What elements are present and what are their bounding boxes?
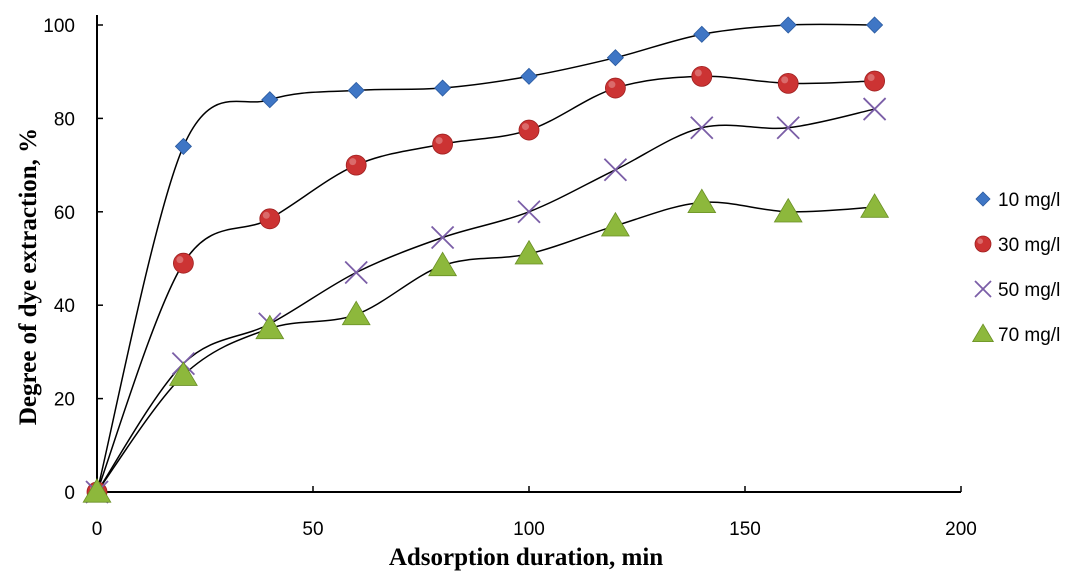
legend-label: 30 mg/l xyxy=(998,235,1060,256)
data-point-triangle xyxy=(600,211,630,237)
data-point-circle xyxy=(777,72,799,94)
legend-label: 70 mg/l xyxy=(998,325,1060,346)
legend-item: 10 mg/l xyxy=(975,190,1060,211)
x-tick-label: 0 xyxy=(92,519,103,540)
legend-label: 10 mg/l xyxy=(998,190,1060,211)
data-point-triangle xyxy=(687,188,717,214)
data-point-triangle xyxy=(168,361,198,386)
trendline-layer xyxy=(96,23,875,493)
data-point-triangle xyxy=(82,478,112,503)
data-point-x xyxy=(344,260,368,285)
data-point-x xyxy=(430,225,455,250)
axes: 0 50 100 150 200 0 20 40 60 80 100 xyxy=(43,15,977,540)
legend-marker-circle xyxy=(974,235,992,253)
data-point-diamond xyxy=(261,91,279,109)
legend-item: 30 mg/l xyxy=(974,235,1060,256)
data-point-diamond xyxy=(866,16,884,34)
legend-label: 50 mg/l xyxy=(998,280,1060,301)
data-point-x xyxy=(517,200,541,224)
x-tick-label: 100 xyxy=(513,519,545,540)
data-markers xyxy=(82,16,890,504)
trendline xyxy=(96,75,875,493)
data-point-x xyxy=(603,158,628,182)
y-axis-title: Degree of dye extraction, % xyxy=(15,128,42,425)
data-point-circle xyxy=(345,154,367,176)
legend: 10 mg/l 30 mg/l 50 mg/l 70 mg/l xyxy=(971,190,1060,346)
legend-marker-diamond xyxy=(975,191,991,207)
data-point-diamond xyxy=(779,16,797,34)
y-tick-label: 60 xyxy=(54,203,75,224)
y-tick-label: 100 xyxy=(43,16,75,37)
y-tick-label: 40 xyxy=(54,296,75,317)
data-point-x xyxy=(862,97,887,121)
data-point-triangle xyxy=(255,314,285,340)
data-point-x xyxy=(776,116,800,140)
data-point-diamond xyxy=(520,67,538,85)
data-point-circle xyxy=(172,252,194,274)
y-tick-label: 20 xyxy=(54,390,75,411)
data-point-diamond xyxy=(606,49,624,67)
data-point-circle xyxy=(691,65,713,87)
data-point-triangle xyxy=(341,300,371,326)
x-tick-label: 200 xyxy=(945,519,977,540)
data-point-circle xyxy=(259,208,281,230)
data-point-triangle xyxy=(860,193,890,218)
y-tick-label: 0 xyxy=(64,483,75,504)
x-axis-title: Adsorption duration, min xyxy=(389,544,663,571)
data-point-triangle xyxy=(514,239,544,265)
x-tick-label: 50 xyxy=(302,519,323,540)
legend-item: 70 mg/l xyxy=(971,323,1060,346)
y-tick-label: 80 xyxy=(54,109,75,130)
data-point-circle xyxy=(518,119,540,141)
legend-marker-x xyxy=(974,280,992,298)
data-point-circle xyxy=(605,77,626,99)
data-point-x xyxy=(690,116,714,140)
trendline xyxy=(96,201,875,493)
legend-item: 50 mg/l xyxy=(974,280,1060,301)
data-point-diamond xyxy=(174,137,192,155)
x-tick-label: 150 xyxy=(729,519,761,540)
legend-marker-triangle xyxy=(971,323,995,343)
data-point-triangle xyxy=(428,251,458,277)
data-point-circle xyxy=(864,70,885,92)
data-point-diamond xyxy=(693,25,711,43)
data-point-circle xyxy=(432,133,454,155)
data-point-triangle xyxy=(773,197,803,223)
data-point-diamond xyxy=(434,79,452,97)
data-point-diamond xyxy=(347,81,365,99)
trendline xyxy=(96,108,875,493)
